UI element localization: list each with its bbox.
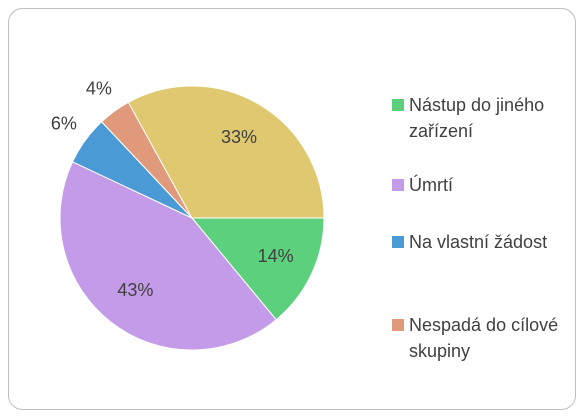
pie-slice [127,85,325,219]
data-label: 33% [221,127,257,147]
legend-label: Úmrtí [409,175,453,195]
legend-item: Úmrtí [392,172,567,198]
legend-swatch [392,99,404,111]
legend-label: Nástup do jiného zařízení [409,95,545,141]
data-label: 6% [51,114,77,134]
legend-swatch [392,179,404,191]
legend-item: Na vlastní žádost [392,229,567,255]
legend-swatch [392,236,404,248]
legend-item: Nespadá do cílové skupiny [392,312,567,364]
data-label: 14% [258,246,294,266]
legend-label: Nespadá do cílové skupiny [409,315,559,361]
legend-swatch [392,319,404,331]
data-label: 4% [86,79,112,99]
legend-item: Nástup do jiného zařízení [392,92,567,144]
data-label: 43% [117,280,153,300]
pie-slice [190,217,325,321]
pie-slice [59,161,277,351]
legend-label: Na vlastní žádost [409,232,548,252]
